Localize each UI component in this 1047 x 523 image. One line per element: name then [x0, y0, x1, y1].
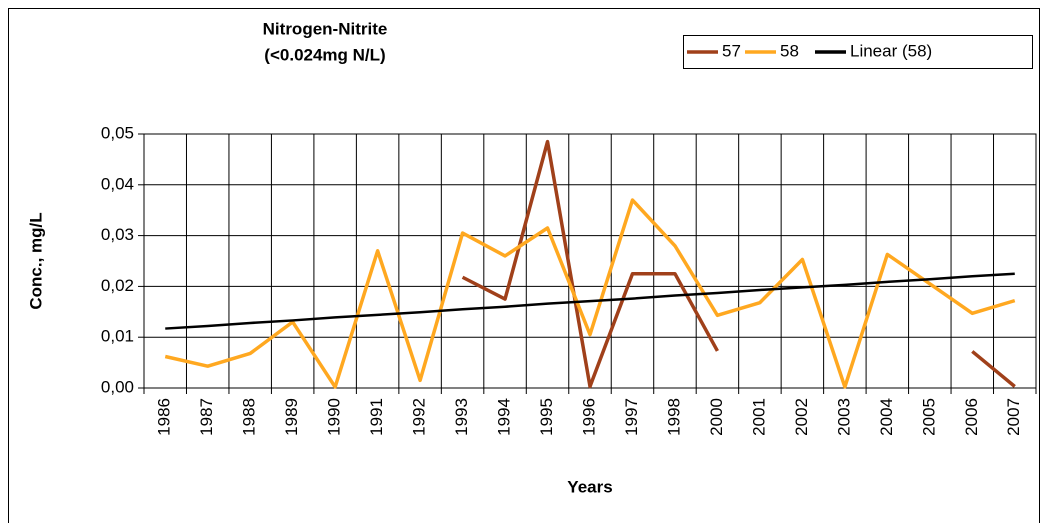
series-line	[164, 198, 1016, 389]
x-tick-label: 2006	[962, 398, 981, 436]
x-axis-label: Years	[567, 477, 612, 496]
x-tick-label: 2002	[792, 398, 811, 436]
x-tick-label: 1991	[367, 398, 386, 436]
x-tick-label: 1993	[452, 398, 471, 436]
x-tick-label: 2003	[834, 398, 853, 436]
x-tick-label: 1990	[325, 398, 344, 436]
x-tick-label: 1986	[155, 398, 174, 436]
plot-area	[143, 133, 1037, 389]
x-tick-label: 1994	[495, 398, 514, 436]
chart-subtitle: (<0.024mg N/L)	[264, 45, 385, 64]
y-axis-label: Conc., mg/L	[26, 212, 45, 309]
legend-label: Linear (58)	[850, 41, 932, 60]
y-tick-label: 0,03	[101, 225, 134, 244]
x-tick-label: 1989	[282, 398, 301, 436]
x-tick-label: 1992	[410, 398, 429, 436]
x-tick-label: 2005	[919, 398, 938, 436]
legend-label: 57	[722, 41, 741, 60]
chart-title: Nitrogen-Nitrite	[263, 19, 388, 38]
x-tick-label: 1997	[622, 398, 641, 436]
x-tick-label: 1998	[664, 398, 683, 436]
y-tick-label: 0,02	[101, 276, 134, 295]
y-tick-label: 0,05	[101, 123, 134, 142]
x-tick-label: 1988	[240, 398, 259, 436]
y-tick-label: 0,00	[101, 377, 134, 396]
x-tick-label: 2007	[1004, 398, 1023, 436]
x-tick-label: 2004	[877, 398, 896, 436]
series-line	[461, 139, 1016, 389]
x-tick-label: 1995	[537, 398, 556, 436]
x-tick-label: 2001	[749, 398, 768, 436]
legend-box	[683, 35, 1033, 69]
series-line	[165, 272, 1015, 330]
legend-label: 58	[780, 41, 799, 60]
x-tick-label: 1996	[579, 398, 598, 436]
y-tick-label: 0,01	[101, 327, 134, 346]
x-tick-label: 1987	[197, 398, 216, 436]
y-tick-label: 0,04	[101, 174, 134, 193]
x-tick-label: 2000	[707, 398, 726, 436]
